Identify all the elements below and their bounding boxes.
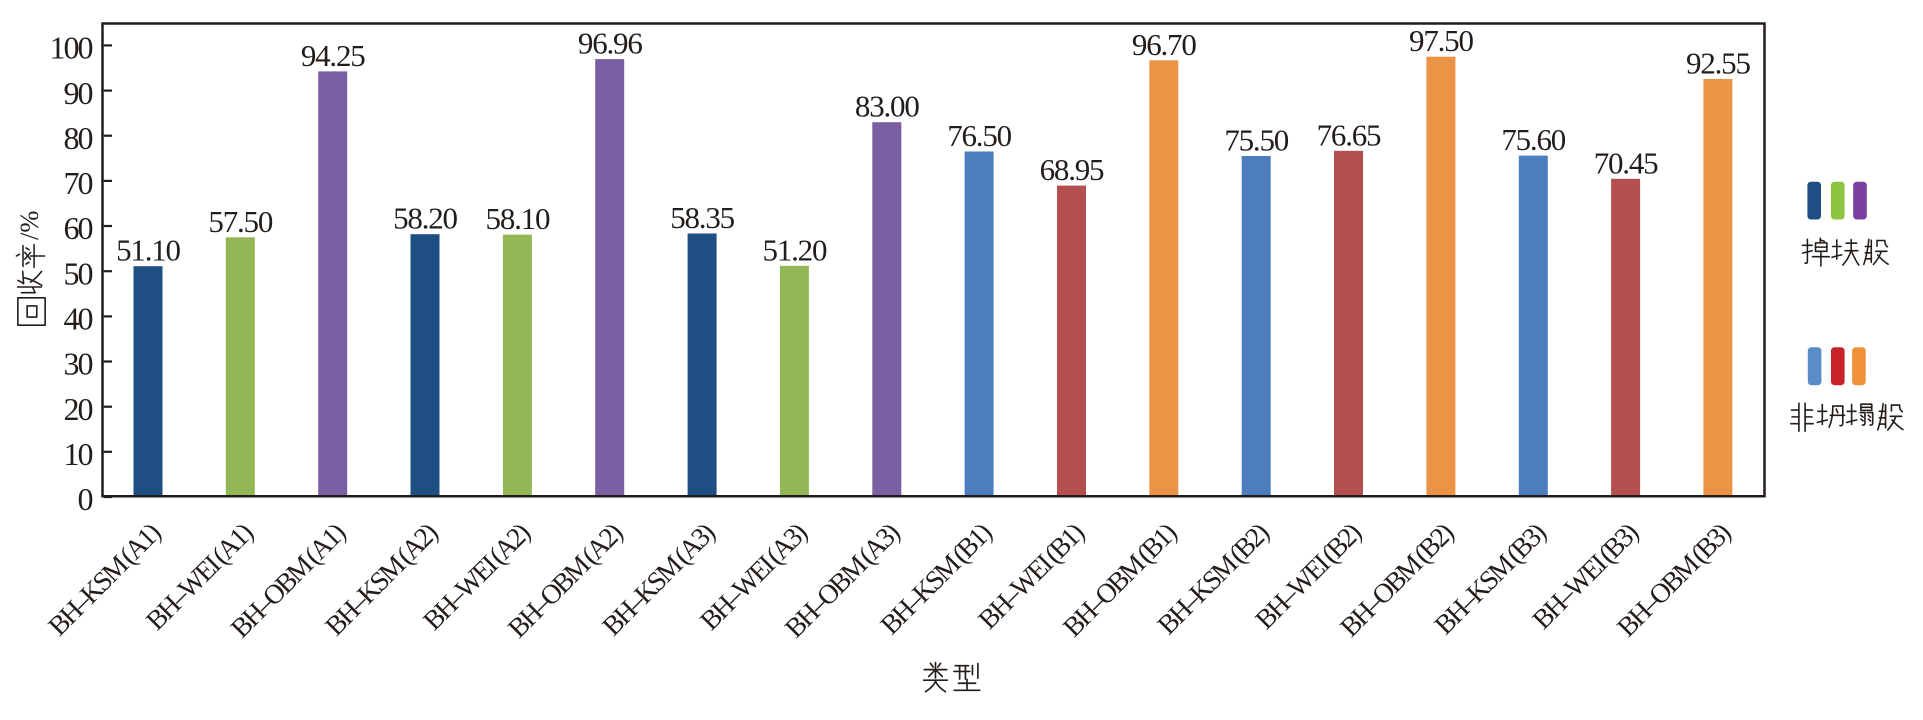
- svg-text:75.50: 75.50: [1224, 123, 1288, 158]
- svg-text:20: 20: [64, 391, 93, 427]
- svg-text:51.20: 51.20: [763, 232, 827, 267]
- svg-text:50: 50: [64, 255, 93, 291]
- svg-text:96.70: 96.70: [1132, 27, 1196, 62]
- svg-text:83.00: 83.00: [855, 89, 919, 124]
- svg-text:58.20: 58.20: [393, 201, 457, 236]
- svg-text:76.50: 76.50: [947, 118, 1011, 153]
- svg-text:94.25: 94.25: [301, 38, 365, 73]
- svg-text:80: 80: [64, 120, 93, 156]
- svg-text:58.35: 58.35: [670, 200, 734, 235]
- svg-text:60: 60: [64, 210, 93, 246]
- svg-text:96.96: 96.96: [578, 26, 642, 61]
- svg-text:68.95: 68.95: [1040, 152, 1104, 187]
- svg-text:70: 70: [64, 165, 93, 201]
- svg-text:58.10: 58.10: [486, 201, 550, 236]
- svg-text:100: 100: [50, 30, 93, 66]
- svg-text:76.65: 76.65: [1317, 117, 1381, 152]
- svg-text:40: 40: [64, 301, 93, 337]
- svg-text:57.50: 57.50: [208, 204, 272, 239]
- svg-text:0: 0: [78, 481, 93, 517]
- svg-text:/%: /%: [14, 211, 44, 240]
- svg-text:90: 90: [64, 75, 93, 111]
- svg-text:70.45: 70.45: [1594, 145, 1658, 180]
- svg-text:97.50: 97.50: [1409, 23, 1473, 58]
- svg-text:10: 10: [64, 436, 93, 472]
- svg-text:51.10: 51.10: [116, 233, 180, 268]
- svg-text:30: 30: [64, 346, 93, 382]
- svg-text:75.60: 75.60: [1501, 122, 1565, 157]
- svg-text:92.55: 92.55: [1686, 46, 1750, 81]
